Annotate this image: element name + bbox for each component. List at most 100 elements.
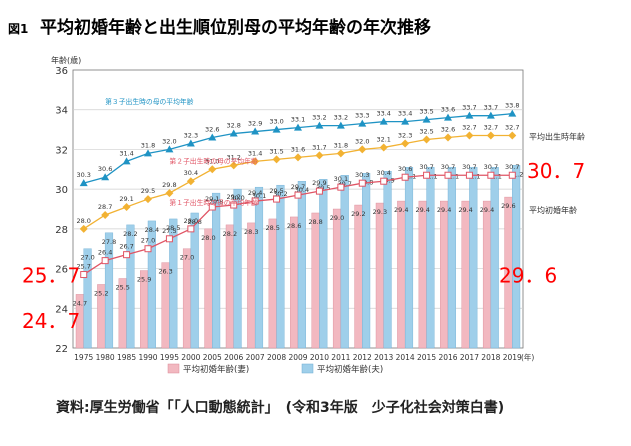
bar-husband [254, 186, 264, 349]
second-birth-value: 32.7 [505, 124, 519, 132]
first-birth-point [230, 201, 238, 209]
bar-husband-value: 30.4 [295, 186, 309, 194]
second-birth-point [422, 135, 431, 144]
y-tick-label: 28 [55, 225, 68, 236]
bar-wife-value: 29.3 [373, 208, 387, 216]
second-birth-value: 32.0 [355, 137, 369, 145]
x-tick-label: 2009 [288, 353, 307, 362]
y-tick-label: 30 [55, 185, 68, 196]
third-birth-point [358, 119, 367, 127]
x-tick-label: 2006 [224, 353, 243, 362]
bar-husband [383, 171, 392, 349]
second-birth-value: 29.5 [141, 187, 155, 195]
bar-husband [297, 180, 306, 349]
third-birth-value: 33.3 [355, 112, 369, 120]
second-birth-point [486, 131, 495, 140]
right-label-birth-age: 平均出生時年齢 [529, 132, 585, 142]
third-birth-value: 32.3 [184, 131, 198, 139]
second-birth-value: 32.7 [484, 124, 498, 132]
bar-husband-value: 28.5 [166, 224, 180, 232]
legend-husband-label: 平均初婚年齢(夫) [317, 364, 383, 375]
first-birth-point [144, 245, 152, 253]
bar-husband [404, 167, 414, 349]
bar-wife-value: 25.2 [94, 289, 108, 297]
second-birth-value: 31.2 [226, 153, 240, 161]
second-birth-value: 32.6 [441, 126, 455, 134]
bar-husband [512, 165, 521, 349]
third-birth-point [294, 123, 302, 131]
third-birth-point [379, 117, 388, 125]
third-birth-value: 31.4 [119, 149, 133, 157]
x-tick-label: 1995 [160, 353, 179, 362]
third-birth-point [122, 157, 131, 165]
second-birth-value: 28.0 [76, 217, 90, 225]
bar-husband-value: 30.5 [316, 184, 330, 192]
third-birth-value: 33.0 [269, 118, 283, 126]
bar-wife-value: 29.4 [394, 206, 408, 214]
third-birth-point [401, 117, 410, 125]
first-birth-point [208, 203, 216, 211]
x-tick-label: 2012 [353, 353, 372, 362]
bar-husband-value: 31.1 [487, 172, 501, 180]
bar-wife-value: 28.6 [287, 222, 301, 230]
third-birth-value: 33.6 [441, 106, 455, 114]
first-birth-value: 30.7 [484, 163, 498, 171]
x-tick-label: 1985 [117, 353, 136, 362]
x-tick-label: 2008 [267, 353, 286, 362]
second-birth-point [79, 224, 88, 233]
second-birth-value: 32.3 [398, 131, 412, 139]
third-birth-value: 30.6 [98, 165, 112, 173]
callout-husband-2019: 30．7 [527, 159, 585, 183]
bar-husband [319, 179, 328, 349]
bar-husband [147, 220, 156, 349]
third-birth-value: 32.6 [205, 126, 219, 134]
third-birth-point [336, 121, 345, 129]
first-birth-value: 28.0 [184, 217, 198, 225]
bar-wife [461, 200, 470, 349]
x-tick-label: 2015 [417, 353, 436, 362]
bar-husband-value: 28.8 [187, 218, 201, 226]
callout-wife-1975: 24．7 [22, 309, 80, 333]
figure-label: 図1 [8, 22, 28, 36]
bar-husband [340, 175, 349, 349]
third-birth-point [229, 129, 238, 137]
first-birth-value: 26.7 [119, 243, 133, 251]
bar-husband [362, 173, 371, 349]
first-birth-point [315, 187, 323, 195]
second-birth-series-label: 第２子出生時の母の平均年齢 [169, 156, 258, 165]
second-birth-point [508, 131, 517, 140]
second-birth-point [122, 203, 131, 212]
x-tick-label: 2005 [203, 353, 222, 362]
first-birth-value: 30.4 [376, 169, 390, 177]
first-birth-value: 29.7 [291, 183, 305, 191]
bar-wife-value: 28.3 [244, 228, 258, 236]
first-birth-point [187, 225, 195, 233]
bar-husband-value: 28.2 [123, 230, 137, 238]
bar-wife-value: 29.4 [458, 206, 472, 214]
bar-husband-value: 30.1 [252, 192, 266, 200]
first-birth-point [358, 179, 366, 187]
first-birth-point [273, 195, 281, 203]
x-tick-label: 2019 [503, 353, 522, 362]
third-birth-value: 31.8 [141, 141, 155, 149]
bar-wife [440, 200, 449, 349]
legend-wife-label: 平均初婚年齢(妻) [183, 364, 249, 375]
bar-wife-value: 28.2 [223, 230, 237, 238]
first-birth-point [165, 235, 173, 243]
bar-husband-value: 28.4 [145, 226, 159, 234]
second-birth-value: 32.7 [462, 124, 476, 132]
second-birth-point [379, 143, 388, 152]
x-tick-label: 2007 [246, 353, 265, 362]
x-tick-label: 1980 [96, 353, 115, 362]
second-birth-point [272, 155, 281, 164]
first-birth-value: 25.7 [76, 263, 90, 271]
third-birth-series-label: 第３子出生時の母の平均年齢 [105, 97, 194, 106]
bar-husband [447, 167, 456, 349]
first-birth-value: 30.7 [441, 163, 455, 171]
second-birth-point [144, 195, 152, 204]
bar-wife [375, 202, 384, 349]
bar-wife-value: 29.2 [351, 210, 365, 218]
bar-husband [190, 212, 199, 349]
first-birth-value: 30.7 [505, 163, 519, 171]
